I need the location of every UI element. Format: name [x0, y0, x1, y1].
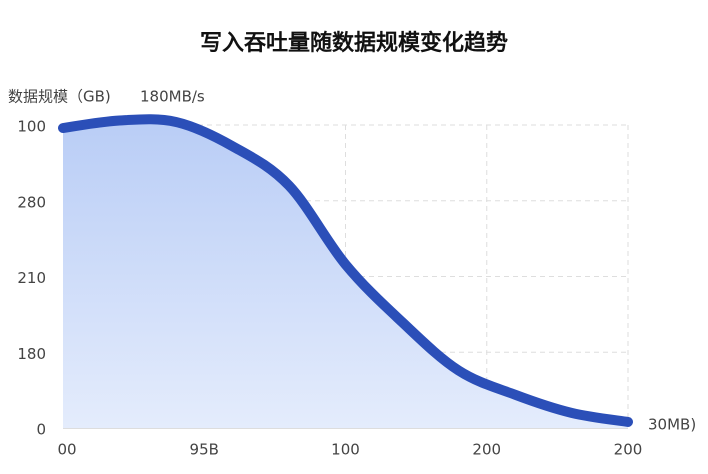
y-tick-label: 100: [17, 118, 46, 136]
y-tick-label: 280: [17, 193, 46, 211]
area-fill: [63, 119, 628, 428]
y-axis-title: 数据规模（GB): [8, 88, 111, 106]
y-tick-label: 0: [36, 421, 46, 439]
x-tick-label: 95B: [190, 441, 219, 459]
y-tick-label: 210: [17, 269, 46, 287]
x-tick-label: 100: [331, 441, 360, 459]
annotation: 180MB/s: [140, 88, 205, 106]
x-tick-label: 200: [614, 441, 643, 459]
annotation: 30MB): [648, 416, 696, 434]
chart-title: 写入吞吐量随数据规模变化趋势: [200, 30, 508, 56]
y-tick-label: 180: [17, 345, 46, 363]
line: [58, 114, 633, 427]
x-tick-label: 200: [472, 441, 501, 459]
x-tick-label: 00: [57, 441, 76, 459]
